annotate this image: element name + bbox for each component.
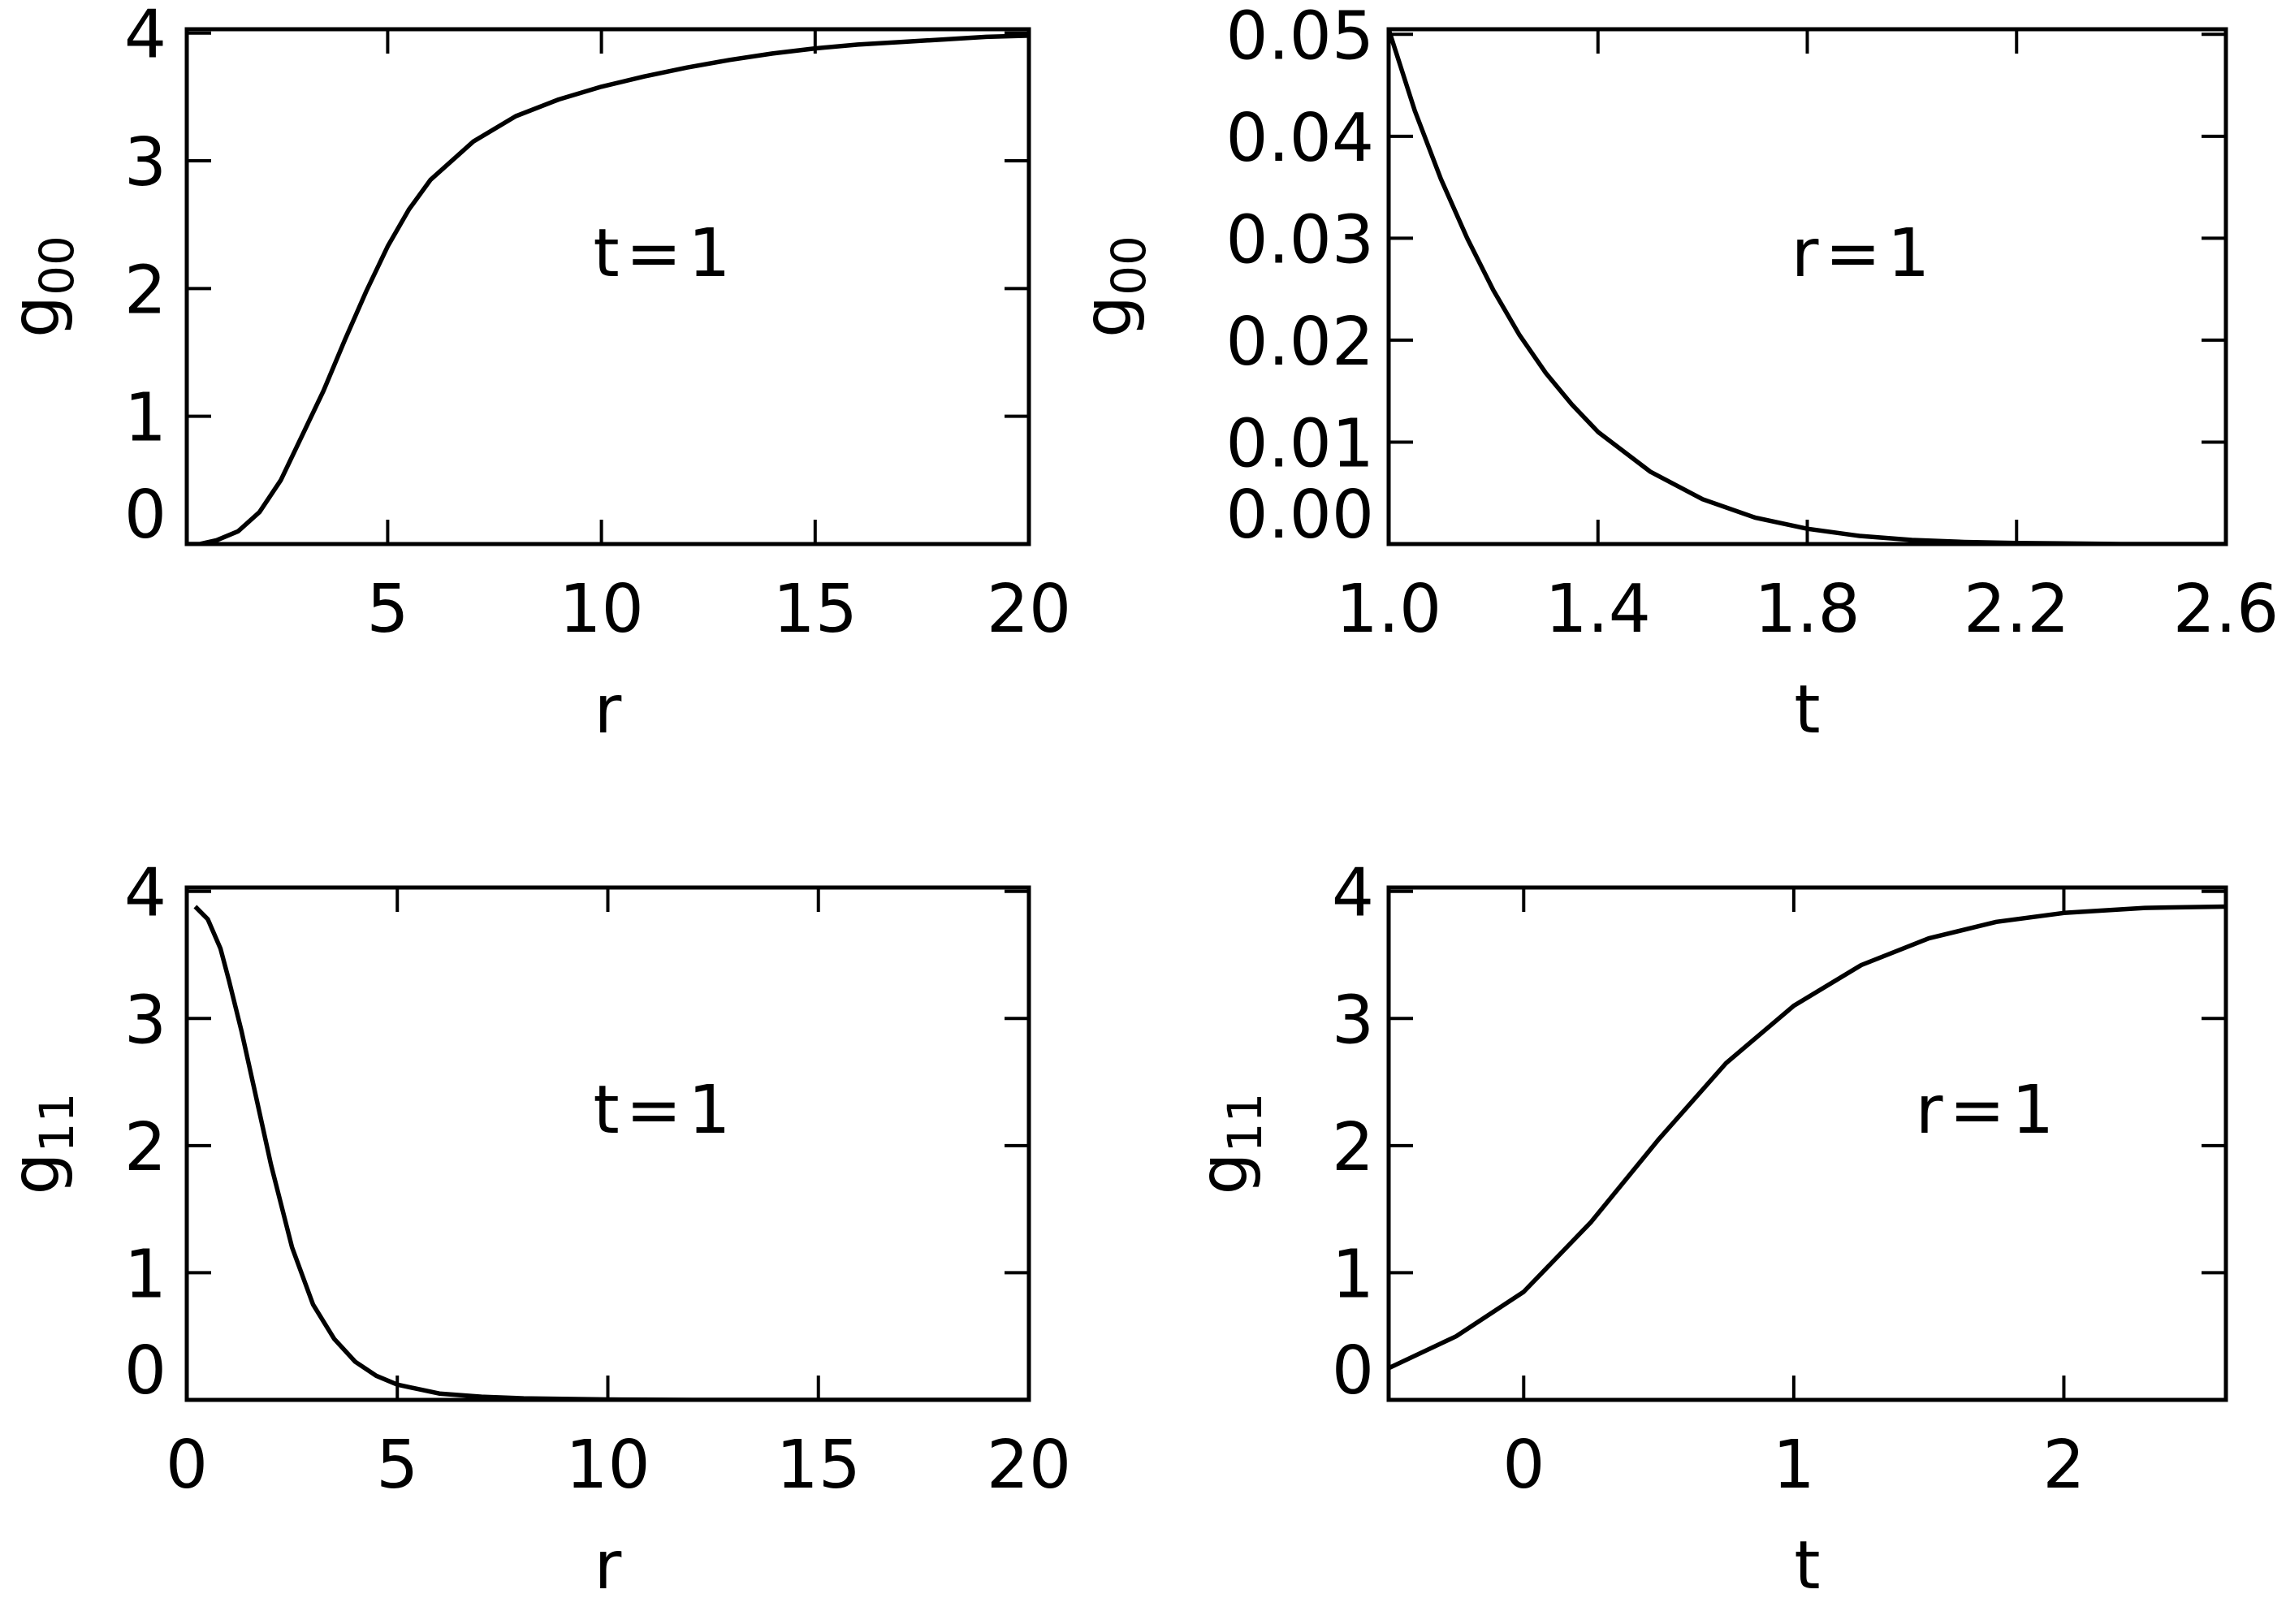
y-axis-label: g11: [1186, 1093, 1273, 1195]
x-tick-label: 2.6: [2173, 571, 2279, 648]
y-tick-label: 2: [124, 252, 166, 329]
y-tick-label: 3: [1332, 982, 1374, 1059]
y-tick-label: 4: [124, 855, 166, 932]
y-axis-label-subscript: 11: [29, 1093, 84, 1153]
y-tick-label: 0.01: [1225, 405, 1374, 482]
y-axis-label-main: g: [1186, 1152, 1263, 1194]
x-tick-label: 20: [987, 1427, 1071, 1504]
x-tick-label: 1.0: [1336, 571, 1441, 648]
y-tick-label: 0.05: [1225, 0, 1374, 75]
y-tick-label: 2: [1332, 1109, 1374, 1186]
y-tick-label: 4: [1332, 855, 1374, 932]
frame: [1386, 885, 2228, 1402]
annotation: r=1: [1916, 1072, 2061, 1149]
y-tick-label: 1: [1332, 1236, 1374, 1313]
data-line: [193, 905, 1029, 1400]
annotation: r=1: [1791, 215, 1937, 292]
x-tick-label: 5: [376, 1427, 418, 1504]
y-tick-label: 0.03: [1225, 201, 1374, 279]
x-tick-label: 10: [565, 1427, 650, 1504]
y-tick-label: 4: [124, 0, 166, 74]
y-axis-label-subscript: 00: [1101, 235, 1156, 296]
y-axis-label-main: g: [0, 296, 75, 338]
x-axis-label: r: [594, 1527, 622, 1605]
x-tick-label: 1.8: [1754, 571, 1860, 648]
y-tick-label: 0.04: [1225, 100, 1374, 177]
y-tick-label: 0: [124, 1332, 166, 1410]
x-tick-label: 20: [987, 571, 1071, 648]
y-axis-label: g00: [0, 235, 84, 338]
x-tick-label: 1.4: [1545, 571, 1651, 648]
x-tick-label: 15: [773, 571, 858, 648]
y-tick-label: 0: [1332, 1332, 1374, 1410]
y-tick-label: 1: [124, 1236, 166, 1313]
y-axis-label-main: g: [0, 1152, 75, 1194]
subplot: 0 1 2 0 1 2 3 4 t g11 r=1: [1186, 855, 2228, 1605]
y-axis-label: g00: [1070, 235, 1156, 338]
y-tick-label: 3: [124, 982, 166, 1059]
y-tick-label: 0.02: [1225, 304, 1374, 381]
x-axis-label: r: [594, 672, 622, 749]
data-line: [1389, 904, 2226, 1371]
y-tick-label: 2: [124, 1109, 166, 1186]
plot-area: [1389, 904, 2226, 1371]
y-tick-label: 0.00: [1225, 477, 1374, 554]
y-axis-label-main: g: [1070, 296, 1147, 338]
data-line: [187, 33, 1029, 544]
x-tick-label: 0: [1502, 1427, 1545, 1504]
x-axis-label: t: [1794, 672, 1820, 749]
subplot: 1.0 1.4 1.8 2.2 2.6 0.000.01 0.02 0.03 0.04 0.05 t…: [1070, 0, 2279, 749]
y-tick-label: 3: [124, 124, 166, 201]
x-tick-label: 2.2: [1964, 571, 2069, 648]
x-tick-label: 0: [166, 1427, 208, 1504]
plot-area: [193, 905, 1029, 1400]
subplot: 0 5 10 15 20 0 1 2 3 4 r g11 t=1: [0, 855, 1071, 1605]
y-tick-label: 1: [124, 380, 166, 457]
y-axis-label-subscript: 11: [1217, 1093, 1273, 1153]
frame: [184, 27, 1031, 546]
plot-area: [187, 33, 1029, 544]
y-axis-label: g11: [0, 1093, 84, 1195]
annotation: t=1: [593, 1072, 737, 1149]
y-tick-label: 0: [124, 477, 166, 554]
x-tick-label: 10: [559, 571, 643, 648]
x-tick-label: 1: [1773, 1427, 1815, 1504]
y-axis-label-subscript: 00: [29, 235, 84, 296]
x-tick-label: 2: [2042, 1427, 2085, 1504]
x-tick-label: 15: [776, 1427, 861, 1504]
x-axis-label: t: [1794, 1527, 1820, 1605]
subplot: 5 10 15 20 0 1 2 3 4 r g00 t=1: [0, 0, 1071, 749]
annotation: t=1: [593, 215, 737, 292]
x-tick-label: 5: [366, 571, 408, 648]
